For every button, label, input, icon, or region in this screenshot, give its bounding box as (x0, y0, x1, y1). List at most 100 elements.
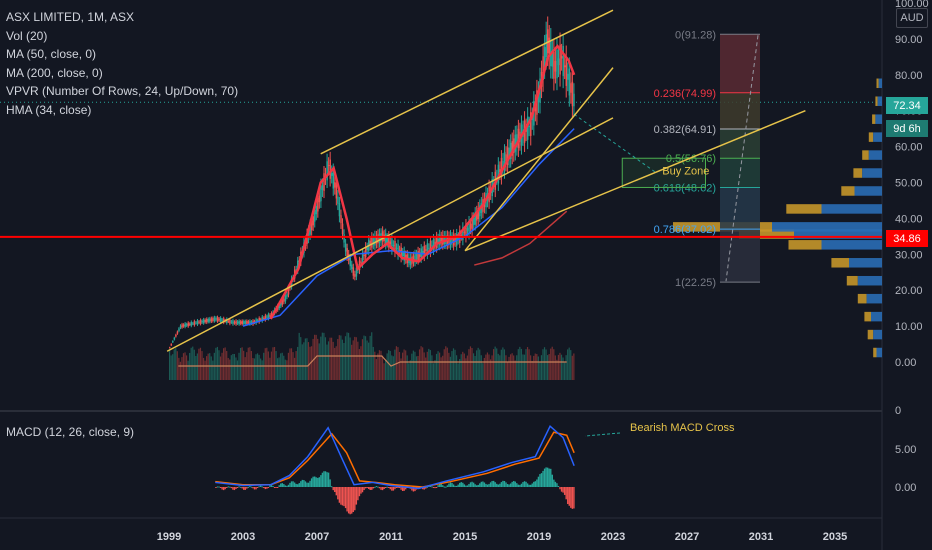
macd-histogram-bar (462, 482, 464, 487)
macd-histogram-bar (448, 483, 450, 487)
macd-histogram-bar (514, 481, 516, 487)
candle-body (230, 321, 233, 323)
macd-histogram-bar (414, 487, 416, 492)
macd-histogram-bar (417, 487, 419, 489)
candle-body (190, 321, 193, 326)
macd-histogram-bar (381, 487, 384, 491)
candle-body (423, 245, 426, 257)
volume-bar (516, 355, 518, 380)
candle-body (409, 257, 412, 266)
vpvr-bar-up (871, 311, 882, 322)
macd-histogram-bar (392, 487, 395, 491)
volume-bar (173, 349, 175, 380)
vpvr-bar-up (868, 150, 882, 160)
last-price-tag: 72.34 (886, 97, 928, 114)
volume-bar (352, 340, 354, 380)
macd-histogram-bar (388, 487, 390, 488)
macd-histogram-bar (398, 487, 401, 489)
volume-bar (550, 348, 552, 380)
volume-bar (355, 337, 357, 380)
legend-vpvr[interactable]: VPVR (Number Of Rows, 24, Up/Down, 70) (6, 84, 239, 98)
macd-legend[interactable]: MACD (12, 26, close, 9) (6, 425, 135, 439)
volume-bar (409, 360, 411, 380)
volume-bar (306, 338, 308, 380)
macd-histogram-bar (568, 487, 570, 506)
macd-histogram-bar (434, 487, 436, 489)
candle-body (223, 318, 225, 323)
legend-vol[interactable]: Vol (20) (6, 28, 48, 43)
macd-histogram-bar (226, 487, 228, 488)
macd-histogram-bar (255, 487, 257, 490)
candle-body (477, 207, 480, 219)
legend-ma200[interactable]: MA (200, close, 0) (6, 65, 103, 80)
volume-bar (471, 347, 473, 380)
time-tick-label: 2027 (675, 531, 699, 543)
vpvr-bar-down (831, 258, 849, 268)
candle-body (193, 321, 196, 326)
volume-bar (423, 352, 425, 380)
macd-histogram-bar (482, 481, 484, 487)
currency-button[interactable]: AUD (896, 8, 928, 28)
volume-bar (369, 335, 371, 380)
volume-bar (567, 349, 569, 380)
candle-body (468, 221, 470, 235)
candle-body (479, 205, 481, 217)
macd-histogram-bar (307, 482, 310, 487)
volume-bar (428, 348, 430, 380)
volume-bar (169, 349, 171, 380)
fib-level-label: 1(22.25) (675, 277, 716, 289)
volume-bar (377, 353, 379, 380)
volume-bar (439, 352, 441, 380)
volume-bar (446, 347, 448, 380)
macd-histogram-bar (233, 487, 236, 491)
macd-histogram-bar (244, 487, 246, 490)
macd-histogram-bar (494, 482, 496, 487)
vpvr-bar-down (788, 240, 822, 250)
candle-body (509, 142, 512, 160)
macd-histogram-bar (534, 481, 537, 487)
macd-histogram-bar (386, 486, 388, 488)
candle-body (235, 320, 237, 325)
volume-bar (196, 353, 198, 380)
macd-histogram-bar (503, 481, 506, 487)
macd-histogram-bar (432, 487, 435, 488)
buy-zone-arrow (573, 113, 658, 174)
price-tick-label: 40.00 (895, 213, 923, 225)
macd-histogram-bar (557, 485, 560, 487)
volume-bar (218, 350, 220, 380)
vpvr-bar-up (854, 186, 882, 196)
macd-histogram-bar (563, 487, 566, 495)
volume-bar (435, 353, 438, 380)
volume-bar (224, 347, 226, 380)
volume-bar (341, 339, 344, 380)
volume-bar (202, 357, 205, 380)
macd-histogram-bar (567, 487, 569, 505)
candle-body (202, 319, 205, 324)
candle-body (466, 227, 469, 231)
volume-bar (392, 356, 394, 380)
macd-histogram-bar (224, 487, 226, 490)
macd-histogram-bar (378, 487, 381, 489)
volume-bar (449, 356, 452, 380)
macd-histogram-bar (570, 487, 572, 508)
macd-histogram-bar (562, 487, 564, 493)
candle-body (335, 182, 338, 199)
volume-bar (554, 355, 556, 380)
candle-body (255, 319, 257, 324)
time-tick-label: 2003 (231, 531, 255, 543)
candle-body (212, 318, 214, 321)
candle-body (543, 47, 546, 67)
macd-histogram-bar (326, 472, 328, 487)
candle-body (232, 320, 234, 325)
candle-body (169, 347, 171, 349)
legend-ma50[interactable]: MA (50, close, 0) (6, 47, 97, 61)
macd-histogram-bar (264, 487, 267, 490)
candle-body (249, 320, 251, 325)
legend-hma[interactable]: HMA (34, close) (6, 102, 92, 117)
candle-body (321, 185, 324, 191)
candle-body (434, 241, 436, 246)
macd-histogram-bar (330, 486, 333, 488)
candle-body (573, 93, 575, 107)
macd-histogram-bar (321, 472, 324, 487)
